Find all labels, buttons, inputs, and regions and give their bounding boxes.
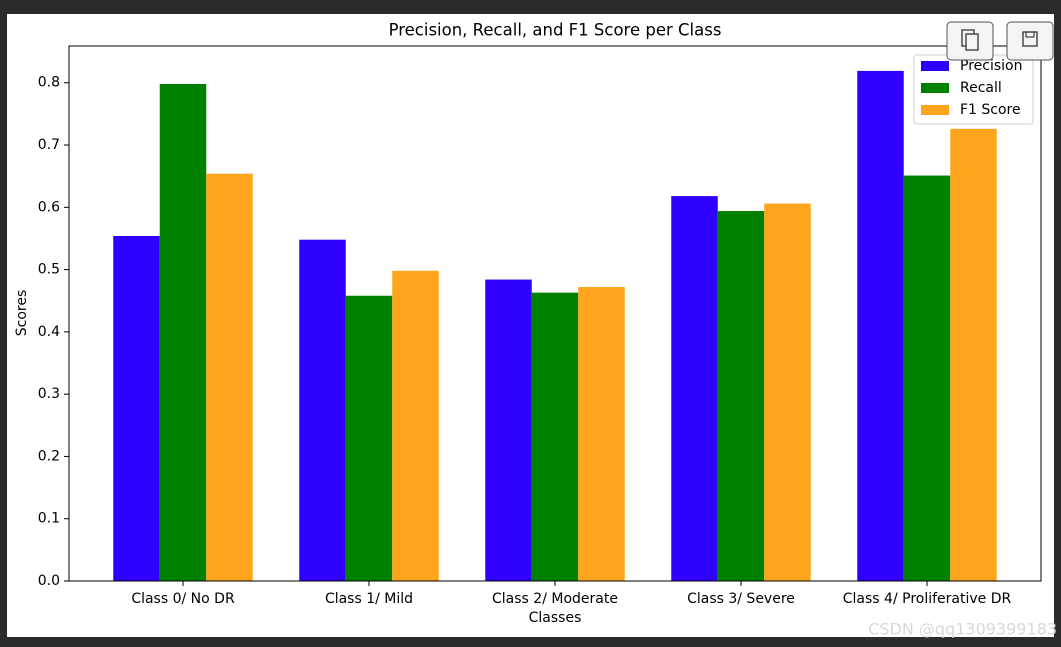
y-tick-label: 0.0: [38, 573, 60, 589]
x-axis-label: Classes: [529, 610, 582, 626]
save-icon: [1025, 31, 1035, 38]
bar: [717, 211, 765, 581]
copy-icon: [965, 33, 979, 51]
legend-label: Precision: [960, 58, 1022, 74]
bar: [671, 196, 718, 582]
x-tick-label: Class 3/ Severe: [687, 591, 795, 607]
watermark: CSDN @qq1309399183: [868, 620, 1057, 639]
x-tick-label: Class 4/ Proliferative DR: [843, 591, 1012, 607]
y-axis-label: Scores: [14, 290, 30, 337]
bar: [578, 287, 625, 581]
bar: [764, 203, 811, 581]
x-tick-label: Class 0/ No DR: [131, 591, 235, 607]
bar: [345, 295, 393, 581]
bar: [485, 279, 532, 581]
plot-area: 0.0 0.1 0.2 0.3 0.4 0.5 0.6 0.7 0.8 Class 0/ No D…: [38, 70, 1012, 607]
y-tick-label: 0.7: [38, 137, 60, 153]
y-tick-label: 0.2: [38, 448, 60, 464]
chart-title: Precision, Recall, and F1 Score per Clas…: [389, 21, 722, 40]
legend: Precision Recall F1 Score: [913, 54, 1034, 125]
axes-frame: [68, 45, 1042, 582]
y-tick-label: 0.1: [38, 511, 60, 527]
x-tick-label: Class 2/ Moderate: [492, 591, 618, 607]
bar: [950, 128, 997, 581]
y-tick-label: 0.6: [38, 199, 60, 215]
legend-label: Recall: [960, 80, 1002, 96]
legend-swatch: [921, 105, 949, 115]
bar: [392, 270, 439, 581]
legend-swatch: [921, 83, 949, 93]
legend-swatch: [921, 61, 949, 71]
bar: [531, 292, 579, 581]
y-tick-label: 0.4: [38, 324, 60, 340]
legend-label: F1 Score: [960, 102, 1021, 118]
y-tick-label: 0.3: [38, 386, 60, 402]
x-tick-label: Class 1/ Mild: [325, 591, 413, 607]
bar: [206, 173, 253, 581]
bar: [299, 239, 346, 581]
bar: [857, 70, 904, 581]
y-tick-label: 0.8: [38, 75, 60, 91]
save-button[interactable]: [1006, 21, 1054, 61]
bar: [159, 83, 207, 581]
y-tick-label: 0.5: [38, 262, 60, 278]
bar: [113, 235, 160, 581]
bar: [903, 175, 951, 581]
toolbar: [946, 21, 1054, 61]
